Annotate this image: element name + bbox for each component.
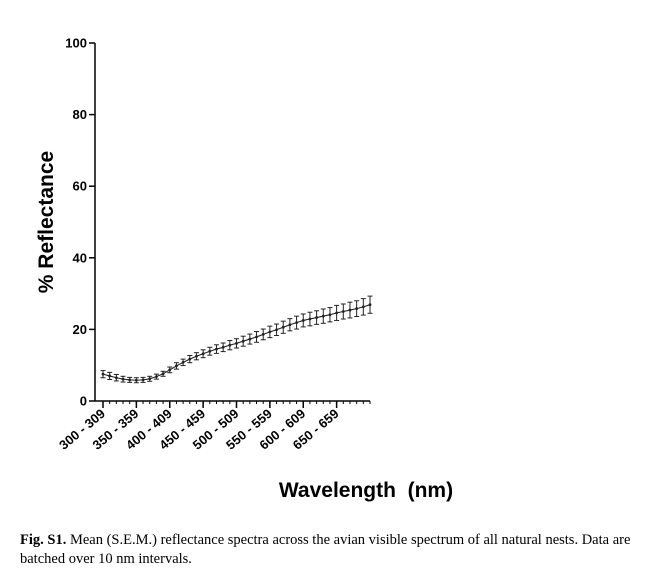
data-point: [268, 330, 272, 334]
data-point: [108, 374, 112, 378]
data-point: [281, 325, 285, 329]
data-point: [355, 307, 359, 311]
data-point: [261, 333, 265, 336]
caption-text: Mean (S.E.M.) reflectance spectra across…: [20, 532, 631, 567]
data-point: [335, 311, 339, 315]
data-point: [155, 375, 158, 379]
data-point: [348, 308, 352, 312]
data-point: [121, 377, 125, 381]
y-tick-label: 100: [65, 36, 87, 51]
data-point: [201, 352, 205, 356]
data-point: [295, 321, 298, 324]
data-point: [321, 314, 325, 318]
data-point: [368, 303, 372, 307]
data-point: [181, 360, 185, 364]
data-point: [228, 343, 232, 347]
data-point: [248, 337, 252, 341]
data-point: [168, 368, 172, 372]
y-tick-label: 80: [73, 107, 87, 122]
data-point: [308, 317, 312, 321]
data-point: [255, 335, 258, 339]
data-point: [195, 354, 198, 358]
data-point: [361, 305, 365, 309]
data-point: [235, 341, 238, 345]
data-point: [288, 323, 292, 327]
data-point: [208, 349, 212, 353]
data-point: [241, 339, 245, 343]
data-point: [188, 357, 192, 361]
data-point: [114, 376, 118, 380]
reflectance-series: [100, 295, 373, 384]
data-point: [128, 378, 132, 382]
data-point: [101, 372, 105, 376]
y-tick-label: 60: [73, 179, 87, 194]
caption-label: Fig. S1.: [20, 532, 67, 548]
data-point: [275, 328, 278, 332]
data-point: [175, 364, 178, 368]
data-point: [161, 372, 165, 376]
y-axis: 0 20 40 60 80 100: [65, 36, 96, 409]
data-point: [215, 347, 218, 351]
data-point: [301, 319, 305, 322]
data-point: [221, 345, 225, 349]
y-tick-label: 40: [73, 250, 87, 265]
figure-caption: Fig. S1. Mean (S.E.M.) reflectance spect…: [20, 531, 650, 569]
x-axis-title: Wavelength (nm): [279, 479, 453, 502]
y-axis-title: % Reflectance: [35, 151, 58, 293]
data-point: [341, 310, 345, 313]
data-point: [328, 313, 332, 317]
data-point: [134, 378, 138, 382]
data-point: [141, 378, 145, 382]
data-point: [315, 316, 318, 319]
data-point: [148, 377, 152, 381]
y-tick-label: 20: [73, 322, 87, 337]
y-tick-label: 0: [80, 394, 87, 409]
